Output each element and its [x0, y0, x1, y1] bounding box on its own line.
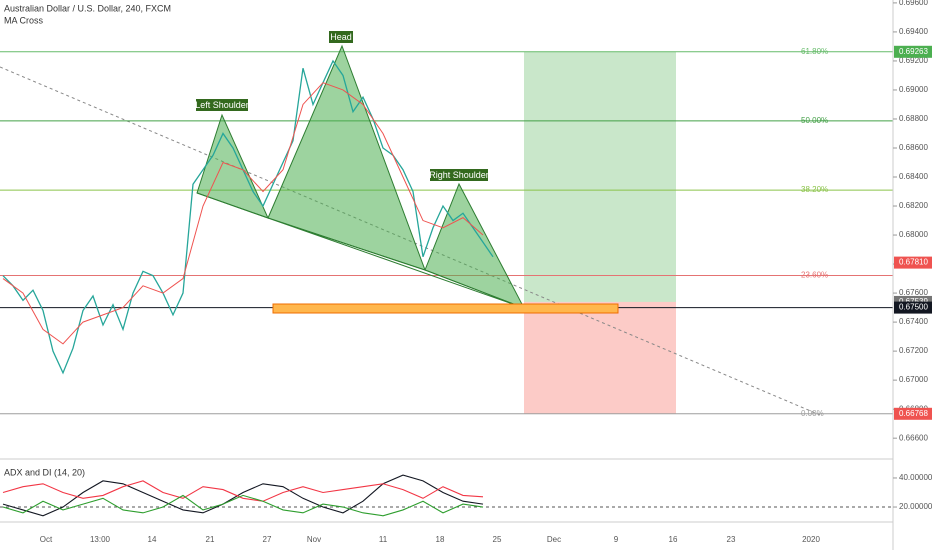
price-tag [894, 256, 932, 269]
y-tick-label: 0.69200 [899, 56, 928, 65]
price-tag-label: 0.66768 [899, 409, 928, 418]
annotation: Right Shoulder [429, 170, 489, 180]
series-line [2, 494, 484, 517]
x-tick-label: 27 [263, 535, 272, 544]
fib-label: 61.80% [801, 47, 828, 56]
y-tick-label: 0.69600 [899, 0, 928, 7]
fib-label: 23.60% [801, 271, 828, 280]
x-tick-label: Dec [547, 535, 561, 544]
x-tick-label: 16 [669, 535, 678, 544]
title: Australian Dollar / U.S. Dollar, 240, FX… [4, 3, 171, 13]
x-tick-label: 14 [148, 535, 157, 544]
annotation: Head [330, 32, 352, 42]
price-tag [894, 407, 932, 420]
price-tag-label: 0.69263 [899, 47, 928, 56]
series-line [2, 59, 494, 375]
label-box [430, 169, 488, 181]
fib-label: 38.20% [801, 185, 828, 194]
y-tick-label: 0.66600 [899, 433, 928, 442]
x-tick-label: 11 [379, 535, 388, 544]
x-tick-label: Oct [40, 535, 53, 544]
y-tick-label: 0.68600 [899, 143, 928, 152]
series-line [2, 480, 484, 502]
x-tick-label: 21 [206, 535, 215, 544]
price-tag [894, 45, 932, 58]
stop-zone [524, 301, 676, 414]
y-tick-label: 0.68400 [899, 172, 928, 181]
price-tag-label: 0.67500 [899, 303, 928, 312]
x-tick-label: 9 [614, 535, 619, 544]
y-tick-label: 20.00000 [899, 502, 932, 511]
series-line [2, 474, 484, 517]
label-box [329, 31, 353, 43]
y-tick-label: 0.68800 [899, 114, 928, 123]
y-tick-label: 0.68200 [899, 201, 928, 210]
indicator-title: ADX and DI (14, 20) [4, 467, 85, 477]
y-tick-label: 0.67600 [899, 288, 928, 297]
x-tick-label: 23 [727, 535, 736, 544]
x-tick-label: Nov [307, 535, 321, 544]
x-tick-label: 25 [493, 535, 502, 544]
indicator-label: MA Cross [4, 15, 44, 25]
price-tag [894, 301, 932, 314]
annotation: Left Shoulder [195, 100, 249, 110]
y-tick-label: 0.67000 [899, 375, 928, 384]
y-tick-label: 0.68000 [899, 230, 928, 239]
y-tick-label: 0.67200 [899, 346, 928, 355]
x-tick-label: 18 [436, 535, 445, 544]
y-tick-label: 40.00000 [899, 473, 932, 482]
y-tick-label: 0.69400 [899, 27, 928, 36]
neckline [196, 192, 525, 309]
label-box [196, 99, 248, 111]
price-axis [893, 0, 932, 550]
price-tag-label: 0.67539 [899, 297, 928, 306]
price-tag-label: 0.67810 [899, 258, 928, 267]
zone [272, 303, 619, 314]
fib-label: 0.00% [801, 409, 824, 418]
fib-label: 50.00% [801, 116, 828, 125]
profit-zone [524, 51, 676, 302]
x-tick-label: 2020 [802, 535, 820, 544]
y-tick-label: 0.67400 [899, 317, 928, 326]
x-tick-label: 13:00 [90, 535, 111, 544]
series-line [2, 82, 484, 345]
y-tick-label: 0.69000 [899, 85, 928, 94]
